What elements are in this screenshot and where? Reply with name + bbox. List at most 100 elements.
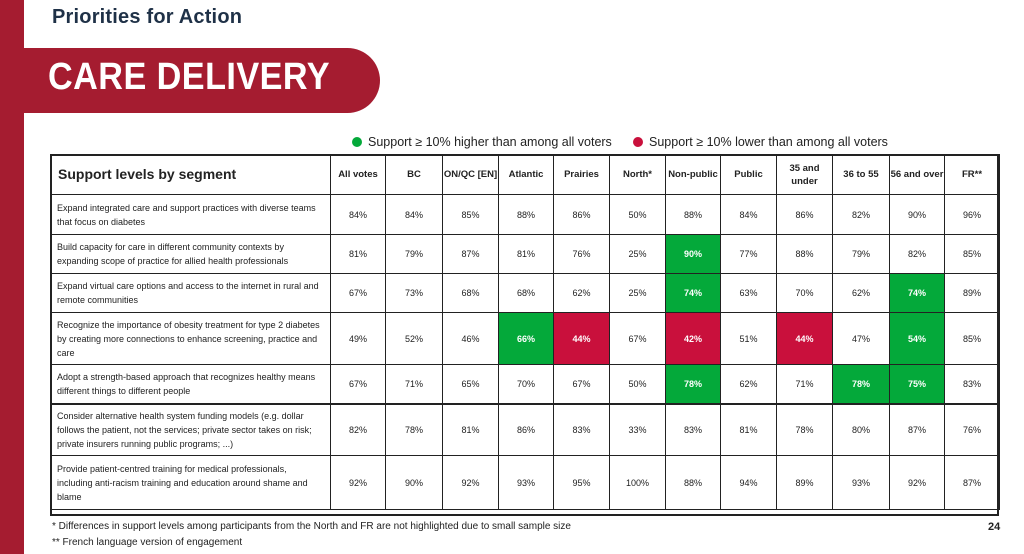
- value-cell: 86%: [553, 194, 610, 235]
- legend-lower: Support ≥ 10% lower than among all voter…: [633, 135, 888, 149]
- value-cell: 90%: [665, 234, 721, 274]
- value-cell: 94%: [720, 455, 777, 510]
- section-title: Priorities for Action: [52, 6, 243, 28]
- row-label: Adopt a strength-based approach that rec…: [50, 364, 331, 404]
- value-cell: 81%: [720, 402, 777, 456]
- column-header: ON/QC [EN]: [442, 154, 499, 195]
- value-cell: 77%: [720, 234, 777, 274]
- value-cell: 78%: [832, 364, 890, 404]
- legend-higher-label: Support ≥ 10% higher than among all vote…: [368, 135, 612, 149]
- value-cell: 67%: [553, 364, 610, 404]
- support-table: Support levels by segment All votes BC ON/…: [50, 154, 1000, 510]
- value-cell: 50%: [609, 364, 666, 404]
- value-cell: 62%: [553, 273, 610, 313]
- value-cell: 81%: [498, 234, 554, 274]
- value-cell: 92%: [330, 455, 386, 510]
- value-cell: 75%: [889, 364, 945, 404]
- column-header: 36 to 55: [832, 154, 890, 195]
- value-cell: 84%: [720, 194, 777, 235]
- value-cell: 80%: [832, 402, 890, 456]
- value-cell: 78%: [776, 402, 833, 456]
- value-cell: 70%: [776, 273, 833, 313]
- value-cell: 76%: [553, 234, 610, 274]
- row-label: Recognize the importance of obesity trea…: [50, 312, 331, 365]
- value-cell: 62%: [832, 273, 890, 313]
- row-label: Build capacity for care in different com…: [50, 234, 331, 274]
- value-cell: 90%: [889, 194, 945, 235]
- table-row: Expand virtual care options and access t…: [50, 273, 1000, 313]
- value-cell: 76%: [944, 402, 1000, 456]
- value-cell: 68%: [498, 273, 554, 313]
- table-row: Recognize the importance of obesity trea…: [50, 312, 1000, 365]
- value-cell: 83%: [665, 402, 721, 456]
- table-row: Consider alternative health system fundi…: [50, 402, 1000, 456]
- value-cell: 74%: [665, 273, 721, 313]
- column-header: Atlantic: [498, 154, 554, 195]
- value-cell: 86%: [776, 194, 833, 235]
- value-cell: 79%: [385, 234, 443, 274]
- value-cell: 85%: [442, 194, 499, 235]
- value-cell: 89%: [944, 273, 1000, 313]
- title-banner: [24, 48, 380, 113]
- value-cell: 88%: [776, 234, 833, 274]
- value-cell: 81%: [330, 234, 386, 274]
- value-cell: 67%: [330, 364, 386, 404]
- value-cell: 86%: [498, 402, 554, 456]
- value-cell: 71%: [385, 364, 443, 404]
- column-header: FR**: [944, 154, 1000, 195]
- value-cell: 50%: [609, 194, 666, 235]
- value-cell: 71%: [776, 364, 833, 404]
- value-cell: 90%: [385, 455, 443, 510]
- red-dot-icon: [633, 137, 643, 147]
- value-cell: 63%: [720, 273, 777, 313]
- table-row: Provide patient-centred training for med…: [50, 455, 1000, 510]
- value-cell: 67%: [609, 312, 666, 365]
- side-accent-bar: [0, 0, 24, 554]
- value-cell: 82%: [889, 234, 945, 274]
- value-cell: 84%: [385, 194, 443, 235]
- value-cell: 65%: [442, 364, 499, 404]
- value-cell: 54%: [889, 312, 945, 365]
- banner-title: CARE DELIVERY: [48, 56, 331, 98]
- row-label: Expand integrated care and support pract…: [50, 194, 331, 235]
- value-cell: 52%: [385, 312, 443, 365]
- row-label: Provide patient-centred training for med…: [50, 455, 331, 510]
- legend-higher: Support ≥ 10% higher than among all vote…: [352, 135, 612, 149]
- value-cell: 67%: [330, 273, 386, 313]
- value-cell: 42%: [665, 312, 721, 365]
- table-row: Adopt a strength-based approach that rec…: [50, 364, 1000, 404]
- legend-lower-label: Support ≥ 10% lower than among all voter…: [649, 135, 888, 149]
- value-cell: 25%: [609, 234, 666, 274]
- value-cell: 87%: [889, 402, 945, 456]
- value-cell: 85%: [944, 312, 1000, 365]
- column-header: BC: [385, 154, 443, 195]
- value-cell: 47%: [832, 312, 890, 365]
- value-cell: 87%: [944, 455, 1000, 510]
- value-cell: 74%: [889, 273, 945, 313]
- footnote-french: ** French language version of engagement: [52, 537, 243, 548]
- value-cell: 82%: [330, 402, 386, 456]
- value-cell: 88%: [665, 194, 721, 235]
- column-header: 35 and under: [776, 154, 833, 195]
- value-cell: 51%: [720, 312, 777, 365]
- value-cell: 96%: [944, 194, 1000, 235]
- value-cell: 78%: [385, 402, 443, 456]
- value-cell: 44%: [553, 312, 610, 365]
- table-header-row: Support levels by segment All votes BC ON/…: [50, 154, 1000, 195]
- value-cell: 78%: [665, 364, 721, 404]
- value-cell: 83%: [553, 402, 610, 456]
- value-cell: 70%: [498, 364, 554, 404]
- value-cell: 79%: [832, 234, 890, 274]
- value-cell: 88%: [665, 455, 721, 510]
- column-header: All votes: [330, 154, 386, 195]
- value-cell: 46%: [442, 312, 499, 365]
- row-label: Consider alternative health system fundi…: [50, 402, 331, 456]
- value-cell: 66%: [498, 312, 554, 365]
- value-cell: 89%: [776, 455, 833, 510]
- row-label: Expand virtual care options and access t…: [50, 273, 331, 313]
- value-cell: 33%: [609, 402, 666, 456]
- value-cell: 62%: [720, 364, 777, 404]
- value-cell: 85%: [944, 234, 1000, 274]
- value-cell: 87%: [442, 234, 499, 274]
- column-header: Public: [720, 154, 777, 195]
